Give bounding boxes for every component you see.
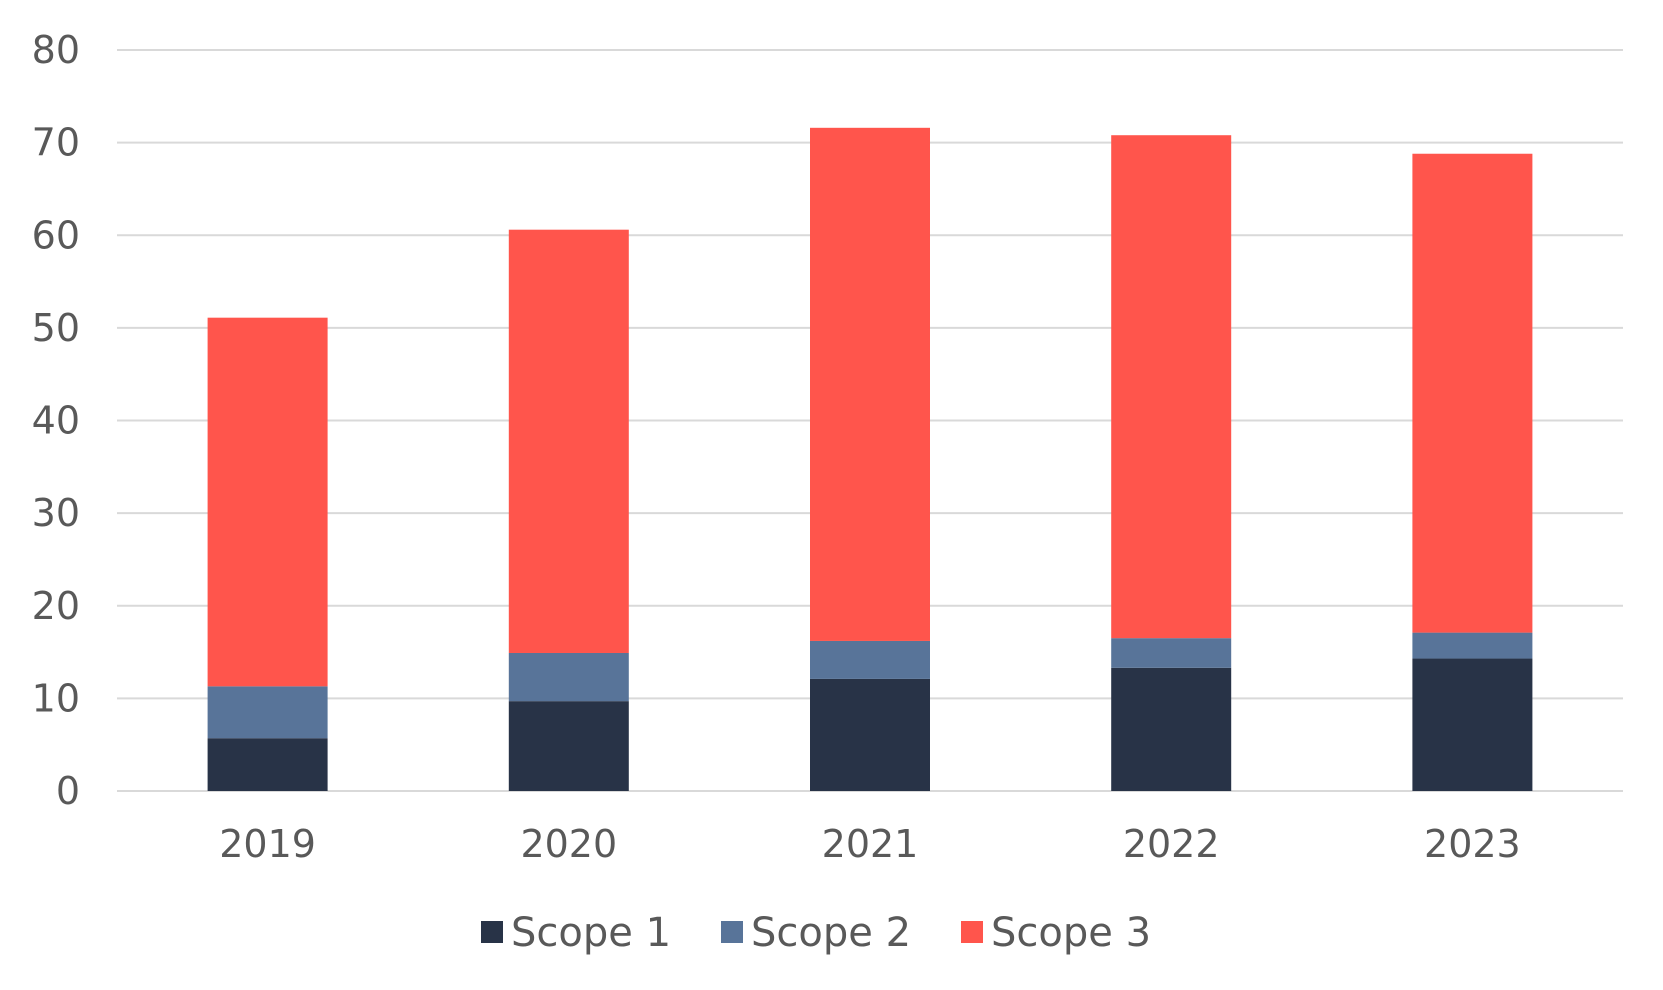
bar-2021-scope-2 — [810, 640, 930, 679]
x-tick-label: 2019 — [219, 822, 316, 866]
y-tick-label: 30 — [32, 491, 80, 535]
bar-2020-scope-2 — [508, 652, 629, 702]
x-tick-label: 2021 — [822, 822, 919, 866]
legend-label: Scope 2 — [751, 910, 911, 956]
y-tick-label: 20 — [32, 584, 80, 628]
y-tick-label: 10 — [32, 676, 80, 720]
legend: Scope 1 Scope 2 Scope 3 — [481, 910, 1151, 956]
bar-2021-scope-1 — [810, 678, 930, 791]
legend-label: Scope 1 — [511, 910, 671, 956]
bar-2020-scope-1 — [508, 701, 629, 791]
y-tick-label: 50 — [32, 306, 80, 350]
y-axis-tick-labels: 0 10 20 30 40 50 60 70 80 — [32, 28, 80, 813]
y-tick-label: 0 — [56, 769, 80, 813]
x-tick-label: 2023 — [1424, 822, 1521, 866]
legend-item-scope-2: Scope 2 — [721, 910, 911, 956]
bar-2021-scope-3 — [810, 127, 930, 641]
legend-swatch — [721, 921, 743, 943]
x-axis-tick-labels: 2019 2020 2021 2022 2023 — [219, 822, 1521, 866]
bar-2022-scope-1 — [1111, 667, 1232, 791]
y-tick-label: 70 — [32, 121, 80, 165]
y-tick-label: 40 — [32, 399, 80, 443]
legend-swatch — [961, 921, 983, 943]
legend-swatch — [481, 921, 503, 943]
y-tick-label: 80 — [32, 28, 80, 72]
bar-2020-scope-3 — [508, 229, 629, 653]
bar-2022-scope-2 — [1111, 638, 1232, 668]
bar-2023-scope-3 — [1412, 153, 1533, 633]
bars — [207, 127, 1533, 791]
legend-item-scope-3: Scope 3 — [961, 910, 1151, 956]
bar-2023-scope-2 — [1412, 632, 1533, 659]
y-tick-label: 60 — [32, 213, 80, 257]
bar-2019-scope-2 — [207, 686, 328, 739]
bar-2023-scope-1 — [1412, 658, 1533, 791]
bar-2019-scope-1 — [207, 738, 328, 791]
x-tick-label: 2020 — [520, 822, 617, 866]
bar-2022-scope-3 — [1111, 135, 1232, 639]
legend-label: Scope 3 — [991, 910, 1151, 956]
legend-item-scope-1: Scope 1 — [481, 910, 671, 956]
bar-2019-scope-3 — [207, 317, 328, 687]
x-tick-label: 2022 — [1123, 822, 1220, 866]
